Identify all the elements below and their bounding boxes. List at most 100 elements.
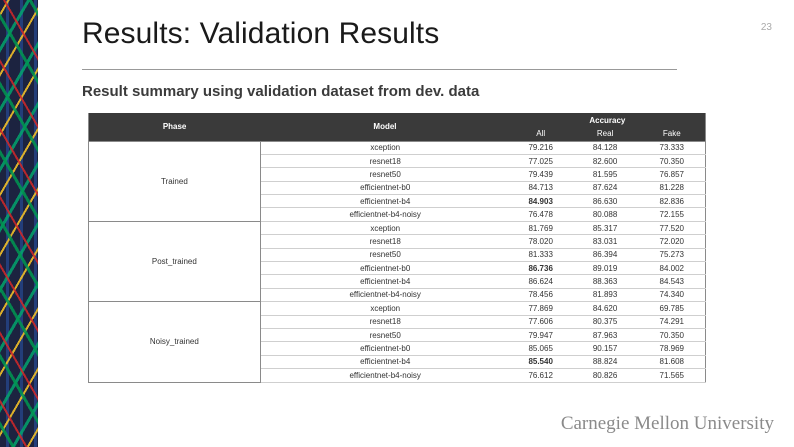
fake-cell: 81.608 [638,355,706,370]
table-row: efficientnet-b4 84.903 86.630 82.836 [89,194,706,209]
all-cell: 85.065 [509,341,572,356]
fake-cell: 73.333 [638,140,706,155]
fake-cell: 75.273 [638,248,706,263]
all-cell: 78.456 [509,288,572,303]
all-cell: 86.736 [509,261,572,276]
all-cell: 85.540 [509,355,572,370]
table-row: resnet18 78.020 83.031 72.020 [89,234,706,249]
table-row: Post_trained xception 81.769 85.317 77.520 [88,220,706,303]
real-cell: 81.893 [571,288,639,303]
table-row: resnet18 77.025 82.600 70.350 [89,154,706,169]
all-cell: 79.216 [509,140,572,155]
fake-cell: 77.520 [638,220,706,236]
model-cell: xception [260,301,510,316]
fake-cell: 71.565 [638,368,706,383]
header-phase: Phase [88,113,261,141]
real-cell: 83.031 [571,234,639,249]
all-cell: 77.606 [509,315,572,329]
fake-cell: 70.350 [638,154,706,169]
header-all: All [509,127,572,141]
model-cell: efficientnet-b4-noisy [260,288,510,303]
fake-cell: 82.836 [638,194,706,209]
slide-number: 23 [760,22,772,33]
header-real: Real [571,127,639,141]
fake-cell: 84.543 [638,274,706,289]
results-table: Phase Model Accuracy All Real Fake Train… [88,113,706,383]
phase-cell: Noisy_trained [88,301,261,383]
model-cell: resnet18 [260,315,510,329]
all-cell: 76.612 [509,368,572,383]
fake-cell: 69.785 [638,301,706,316]
model-cell: resnet50 [260,248,510,263]
fake-cell: 78.969 [638,341,706,356]
table-row: resnet18 77.606 80.375 74.291 [89,315,706,329]
all-cell: 79.439 [509,167,572,182]
slide-title: Results: Validation Results [82,17,440,50]
table-row: efficientnet-b0 84.713 87.624 81.228 [89,181,706,196]
phase-cell: Post_trained [88,220,261,303]
table-row: efficientnet-b0 85.065 90.157 78.969 [89,341,706,356]
fake-cell: 72.020 [638,234,706,249]
all-cell: 86.624 [509,274,572,289]
real-cell: 86.394 [571,248,639,263]
table-row: efficientnet-b4-noisy 76.612 80.826 71.565 [89,368,706,383]
model-cell: xception [260,220,510,236]
model-cell: efficientnet-b0 [260,261,510,276]
table-row: Trained xception 79.216 84.128 73.333 [88,140,706,222]
header-model: Model [260,113,510,141]
table-row: resnet50 81.333 86.394 75.273 [89,248,706,263]
model-cell: efficientnet-b4 [260,194,510,209]
model-cell: resnet18 [260,154,510,169]
real-cell: 85.317 [571,220,639,236]
real-cell: 81.595 [571,167,639,182]
fake-cell: 81.228 [638,181,706,196]
fake-cell: 76.857 [638,167,706,182]
header-fake: Fake [638,127,706,141]
all-cell: 79.947 [509,328,572,343]
real-cell: 84.128 [571,140,639,155]
model-cell: efficientnet-b4-noisy [260,368,510,383]
real-cell: 88.824 [571,355,639,370]
fake-cell: 70.350 [638,328,706,343]
tartan-border [0,0,38,447]
all-cell: 81.333 [509,248,572,263]
table-row: efficientnet-b4 86.624 88.363 84.543 [89,274,706,289]
table-row: resnet50 79.947 87.963 70.350 [89,328,706,343]
real-cell: 80.826 [571,368,639,383]
all-cell: 84.903 [509,194,572,209]
fake-cell: 84.002 [638,261,706,276]
table-row: efficientnet-b4-noisy 76.478 80.088 72.155 [89,207,706,222]
fake-cell: 74.340 [638,288,706,303]
real-cell: 90.157 [571,341,639,356]
real-cell: 80.088 [571,207,639,222]
model-cell: efficientnet-b4 [260,355,510,370]
all-cell: 76.478 [509,207,572,222]
model-cell: efficientnet-b0 [260,181,510,196]
table-row: efficientnet-b4 85.540 88.824 81.608 [89,355,706,370]
real-cell: 82.600 [571,154,639,169]
cmu-logo: Carnegie Mellon University [560,413,774,434]
real-cell: 87.624 [571,181,639,196]
model-cell: resnet50 [260,328,510,343]
fake-cell: 74.291 [638,315,706,329]
real-cell: 88.363 [571,274,639,289]
phase-cell: Trained [88,140,261,222]
all-cell: 84.713 [509,181,572,196]
real-cell: 87.963 [571,328,639,343]
model-cell: xception [260,140,510,155]
all-cell: 78.020 [509,234,572,249]
results-table-body: Trained xception 79.216 84.128 73.333 resnet1… [88,140,706,383]
all-cell: 77.869 [509,301,572,316]
all-cell: 77.025 [509,154,572,169]
real-cell: 89.019 [571,261,639,276]
model-cell: efficientnet-b4 [260,274,510,289]
model-cell: resnet50 [260,167,510,182]
slide-subtitle: Result summary using validation dataset … [82,83,480,100]
model-cell: efficientnet-b4-noisy [260,207,510,222]
table-row: efficientnet-b0 86.736 89.019 84.002 [89,261,706,276]
table-row: Noisy_trained xception 77.869 84.620 69.785 [88,301,706,383]
real-cell: 86.630 [571,194,639,209]
fake-cell: 72.155 [638,207,706,222]
title-divider [82,69,677,70]
real-cell: 80.375 [571,315,639,329]
